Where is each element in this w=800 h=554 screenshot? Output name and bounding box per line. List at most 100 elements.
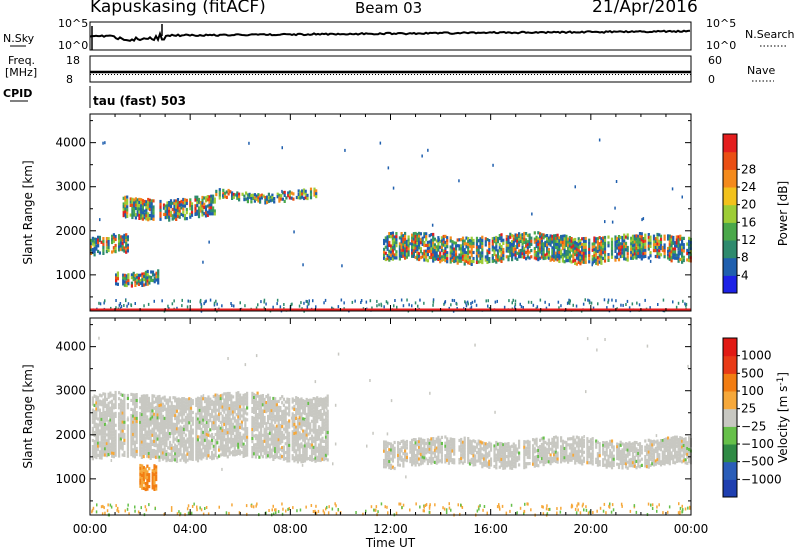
echo-cell [447,439,450,443]
echo-cell [201,195,204,200]
echo-cell [188,445,191,449]
echo-cell [208,195,211,199]
echo-cell [421,458,424,462]
echo-cell [484,451,487,455]
echo-cell [167,401,170,405]
echo-cell [281,434,284,438]
echo-cell [242,442,245,446]
echo-cell [507,249,510,253]
scatter-cell [104,299,106,303]
speckle-cell [615,180,618,183]
echo-cell [182,458,186,462]
echo-cell [321,439,324,443]
echo-cell [230,412,233,416]
echo-cell [463,451,466,455]
echo-cell [189,207,192,211]
echo-cell [286,453,289,457]
echo-cell [119,244,122,248]
echo-cell [312,436,315,440]
echo-cell [315,192,318,196]
echo-cell [251,455,254,459]
echo-cell [149,423,152,427]
echo-cell [402,439,405,443]
echo-cell [132,411,135,415]
echo-cell [175,217,178,221]
echo-cell [226,422,229,426]
echo-cell [640,247,643,252]
echo-cell [595,246,598,250]
echo-cell [582,237,585,241]
echo-cell [521,248,524,253]
echo-cell [114,441,117,445]
echo-cell [551,249,554,253]
echo-cell [97,435,100,439]
echo-cell [567,249,570,253]
echo-cell [281,449,284,453]
echo-cell [233,401,236,405]
echo-cell [205,447,208,451]
echo-cell [468,239,472,243]
echo-cell [275,442,278,446]
echo-cell [121,245,124,249]
echo-cell [404,250,407,254]
echo-cell [276,192,279,196]
echo-cell [298,458,301,462]
echo-cell [139,412,142,416]
echo-cell [384,465,387,469]
echo-cell [155,271,158,275]
echo-cell [150,216,153,221]
echo-cell [253,443,256,447]
echo-cell [275,415,278,419]
echo-cell [93,439,96,444]
echo-cell [246,200,249,204]
scatter-cell [263,298,266,302]
echo-cell [281,191,284,195]
echo-cell [324,417,328,421]
echo-cell [141,467,144,471]
echo-cell [326,458,329,462]
echo-cell [255,194,258,198]
echo-cell [119,419,122,423]
echo-cell [98,399,101,403]
echo-cell [233,434,236,438]
echo-cell [461,236,465,240]
echo-cell [319,412,322,416]
echo-cell [630,236,633,240]
echo-cell [444,259,447,263]
echo-cell [115,279,118,283]
speckle-cell [642,217,645,221]
scatter-cell [98,301,100,305]
scatter-cell [584,298,586,302]
echo-cell [481,441,484,445]
echo-cell [688,243,691,247]
echo-cell [212,424,215,428]
echo-cell [537,231,540,235]
echo-cell [118,448,121,452]
echo-cell [133,201,136,205]
echo-cell [158,455,161,459]
echo-cell [644,248,647,252]
echo-cell [451,458,454,462]
echo-cell [233,437,236,442]
echo-cell [212,194,215,198]
scatter-cell [611,298,613,302]
echo-cell [563,245,566,249]
echo-cell [139,441,142,445]
echo-cell [610,246,614,250]
echo-cell [202,437,205,441]
echo-cell [577,237,580,241]
echo-cell [681,257,684,261]
echo-cell [139,281,142,285]
echo-cell [686,248,689,252]
echo-cell [156,443,159,447]
echo-cell [319,400,322,404]
echo-cell [254,452,257,456]
echo-cell [97,441,100,445]
echo-cell [93,445,96,450]
echo-cell [514,247,517,252]
echo-cell [640,254,643,258]
scatter-cell [213,303,216,307]
echo-cell [435,257,438,261]
echo-cell [144,473,147,477]
echo-cell [97,399,100,403]
